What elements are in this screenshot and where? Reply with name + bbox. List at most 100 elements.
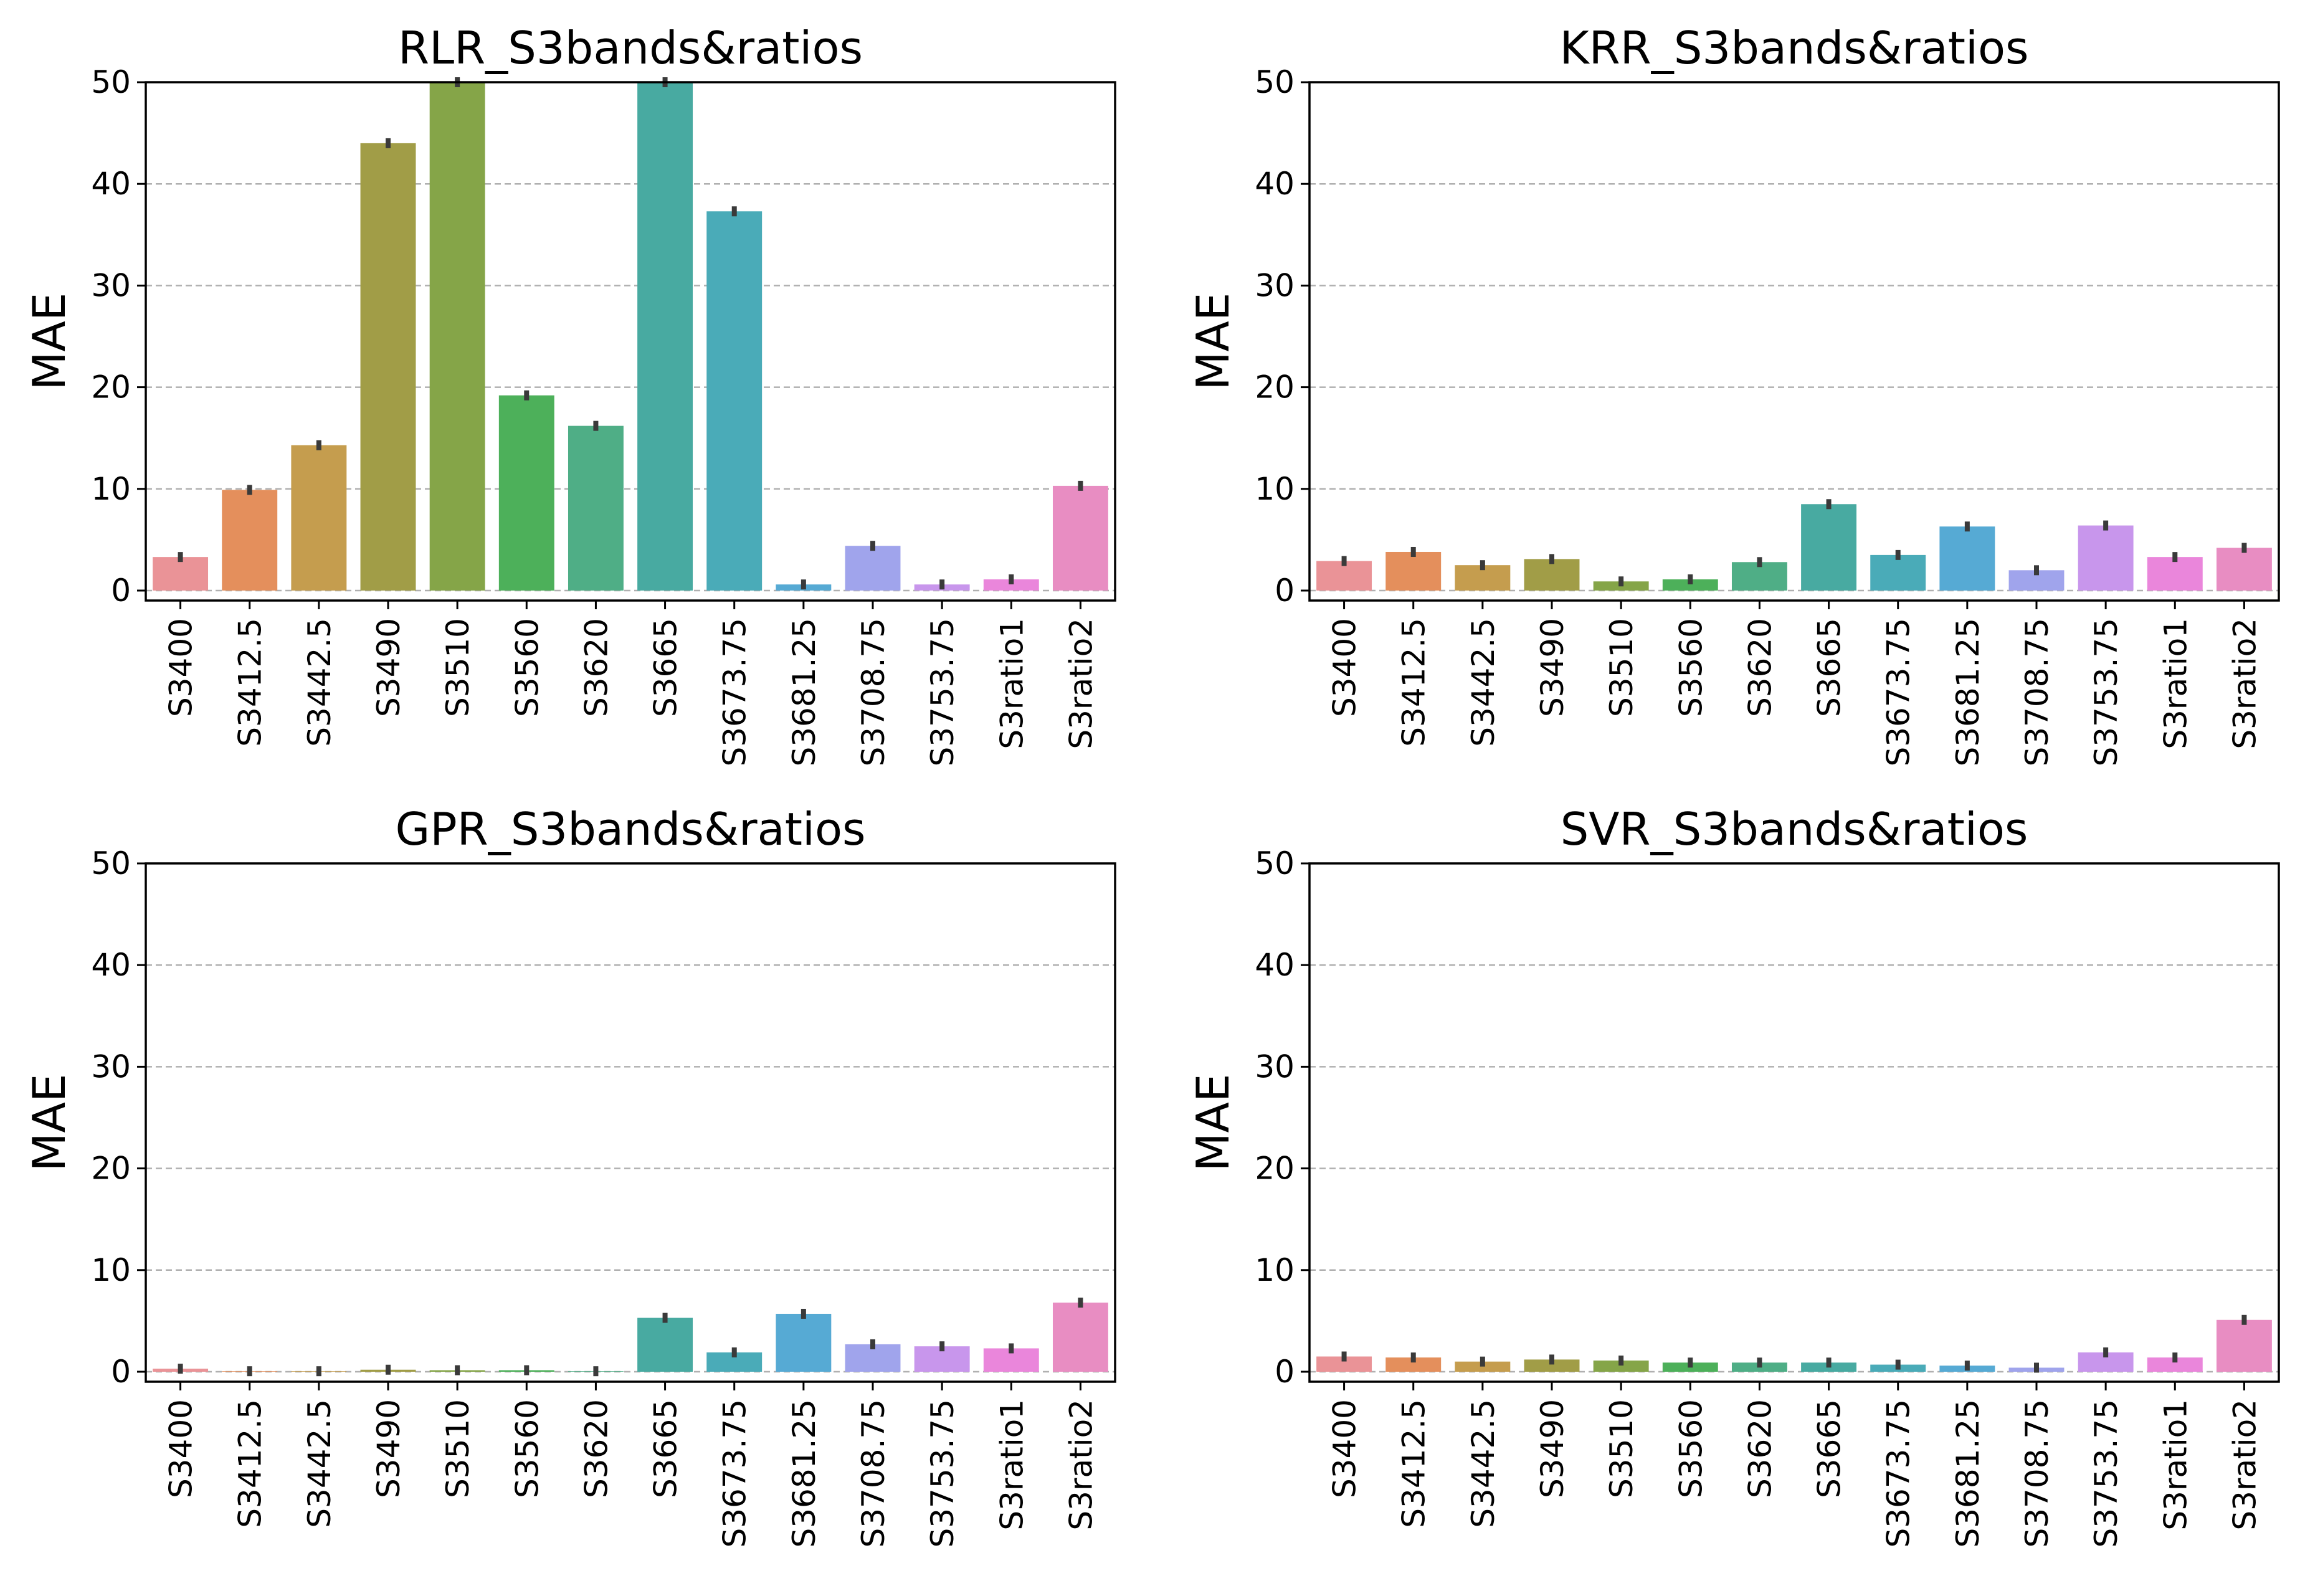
x-tick-label: S3620 (1742, 1399, 1778, 1498)
axes-frame (1308, 81, 2280, 602)
x-tick-label: S3620 (578, 618, 614, 717)
x-tick-label: S3442.5 (1465, 1399, 1501, 1528)
x-tick-label: S3510 (440, 1399, 476, 1498)
x-tick-label: S3560 (509, 618, 545, 717)
bar (1870, 554, 1926, 591)
x-tick-label: S3753.75 (924, 618, 961, 767)
x-tick-label: S3ratio1 (2157, 1399, 2193, 1531)
x-tick-label: S3442.5 (302, 618, 338, 747)
x-tick-label: S3ratio1 (2157, 618, 2193, 749)
x-tick-label: S3510 (1604, 618, 1640, 717)
axes-frame (1308, 862, 2280, 1383)
bar (1052, 485, 1108, 591)
x-tick-label: S3412.5 (1396, 1399, 1432, 1528)
y-axis-label: MAE (23, 1074, 75, 1172)
y-tick-label: 40 (91, 947, 131, 983)
x-tick-label: S3681.25 (786, 1399, 822, 1548)
y-tick-label: 20 (1255, 1151, 1295, 1187)
bar (2216, 1319, 2272, 1372)
bar (1385, 551, 1442, 591)
x-tick-label: S3490 (1534, 618, 1571, 717)
x-tick-label: S3412.5 (232, 618, 268, 747)
y-tick-label: 30 (1255, 1048, 1295, 1085)
x-tick-label: S3753.75 (2088, 1399, 2124, 1548)
bar (1052, 1303, 1108, 1372)
bar (1385, 1357, 1442, 1372)
x-tick-label: S3673.75 (1881, 1399, 1917, 1548)
x-tick-label: S3560 (1673, 1399, 1709, 1498)
y-tick-label: 40 (91, 166, 131, 202)
y-tick-label: 0 (111, 1354, 131, 1390)
x-tick-label: S3510 (440, 618, 476, 717)
bar (637, 82, 693, 591)
chart-title: RLR_S3bands&ratios (398, 22, 863, 74)
x-tick-label: S3665 (1812, 618, 1848, 717)
y-tick-label: 50 (91, 64, 131, 100)
x-tick-label: S3620 (578, 1399, 614, 1498)
x-tick-label: S3673.75 (1881, 618, 1917, 767)
x-tick-label: S3412.5 (232, 1399, 268, 1528)
y-tick-label: 50 (1255, 845, 1295, 881)
y-tick-label: 10 (1255, 1252, 1295, 1288)
chart-title: SVR_S3bands&ratios (1561, 803, 2028, 855)
bar (222, 490, 278, 591)
chart-panel-2: 0 10 20 30 40 50 S3400 S3412.5 S3442.5 S3490 S3510… (1187, 22, 2280, 767)
x-tick-label: S3665 (1812, 1399, 1848, 1498)
x-tick-label: S3ratio1 (994, 1399, 1030, 1531)
chart-panel-3: 0 10 20 30 40 50 S3400 S3412.5 S3442.5 S3490 S3510… (23, 803, 1116, 1548)
bar (845, 546, 901, 591)
bar (568, 425, 624, 591)
bar (1524, 559, 1580, 591)
y-tick-label: 10 (1255, 471, 1295, 507)
bar (1455, 1361, 1511, 1372)
bar (1524, 1359, 1580, 1372)
x-tick-label: S3753.75 (2088, 618, 2124, 767)
x-tick-label: S3681.25 (1950, 618, 1986, 767)
bar (360, 143, 416, 591)
x-tick-label: S3673.75 (717, 618, 753, 767)
bar (983, 579, 1039, 591)
x-tick-label: S3681.25 (786, 618, 822, 767)
bar (637, 1318, 693, 1372)
y-tick-label: 10 (91, 471, 131, 507)
chart-panel-4: 0 10 20 30 40 50 S3400 S3412.5 S3442.5 S3490 S3510… (1187, 803, 2280, 1548)
bar (1939, 526, 1995, 591)
y-tick-label: 20 (1255, 369, 1295, 406)
chart-title: GPR_S3bands&ratios (395, 803, 865, 855)
bar (498, 395, 554, 591)
y-axis-label: MAE (1187, 293, 1239, 391)
x-tick-label: S3510 (1604, 1399, 1640, 1498)
bar (2216, 548, 2272, 591)
y-tick-label: 0 (111, 572, 131, 609)
bar (1593, 1361, 1649, 1372)
x-tick-label: S3ratio2 (2226, 1399, 2263, 1531)
y-tick-label: 0 (1275, 572, 1295, 609)
y-tick-label: 0 (1275, 1354, 1295, 1390)
y-axis-label: MAE (23, 293, 75, 391)
x-tick-label: S3400 (1327, 1399, 1363, 1498)
y-tick-label: 30 (91, 1048, 131, 1085)
y-tick-label: 30 (91, 267, 131, 303)
bar (776, 1313, 832, 1372)
y-tick-label: 10 (91, 1252, 131, 1288)
x-tick-label: S3400 (163, 618, 199, 717)
axes-frame (145, 81, 1116, 602)
x-tick-label: S3412.5 (1396, 618, 1432, 747)
x-tick-label: S3ratio2 (1063, 1399, 1099, 1531)
x-tick-label: S3673.75 (717, 1399, 753, 1548)
y-tick-label: 50 (1255, 64, 1295, 100)
x-tick-label: S3ratio2 (1063, 618, 1099, 749)
x-tick-label: S3490 (371, 618, 407, 717)
x-tick-label: S3708.75 (855, 618, 891, 767)
bar (291, 445, 347, 591)
chart-panel-1: 0 10 20 30 40 50 S3400 S3412.5 S3442.5 S3490 S3510… (23, 22, 1116, 767)
y-tick-label: 20 (91, 369, 131, 406)
bar (1801, 504, 1857, 591)
y-tick-label: 30 (1255, 267, 1295, 303)
x-tick-label: S3708.75 (855, 1399, 891, 1548)
x-tick-label: S3620 (1742, 618, 1778, 717)
bar (153, 557, 209, 591)
y-tick-label: 50 (91, 845, 131, 881)
bar (2147, 557, 2203, 591)
